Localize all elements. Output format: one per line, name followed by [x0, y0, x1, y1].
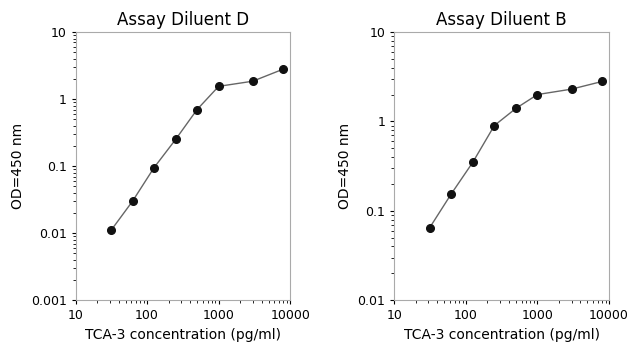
Y-axis label: OD=450 nm: OD=450 nm [338, 123, 352, 209]
Y-axis label: OD=450 nm: OD=450 nm [11, 123, 25, 209]
Title: Assay Diluent B: Assay Diluent B [436, 11, 567, 29]
X-axis label: TCA-3 concentration (pg/ml): TCA-3 concentration (pg/ml) [85, 328, 281, 342]
Title: Assay Diluent D: Assay Diluent D [117, 11, 249, 29]
X-axis label: TCA-3 concentration (pg/ml): TCA-3 concentration (pg/ml) [404, 328, 600, 342]
